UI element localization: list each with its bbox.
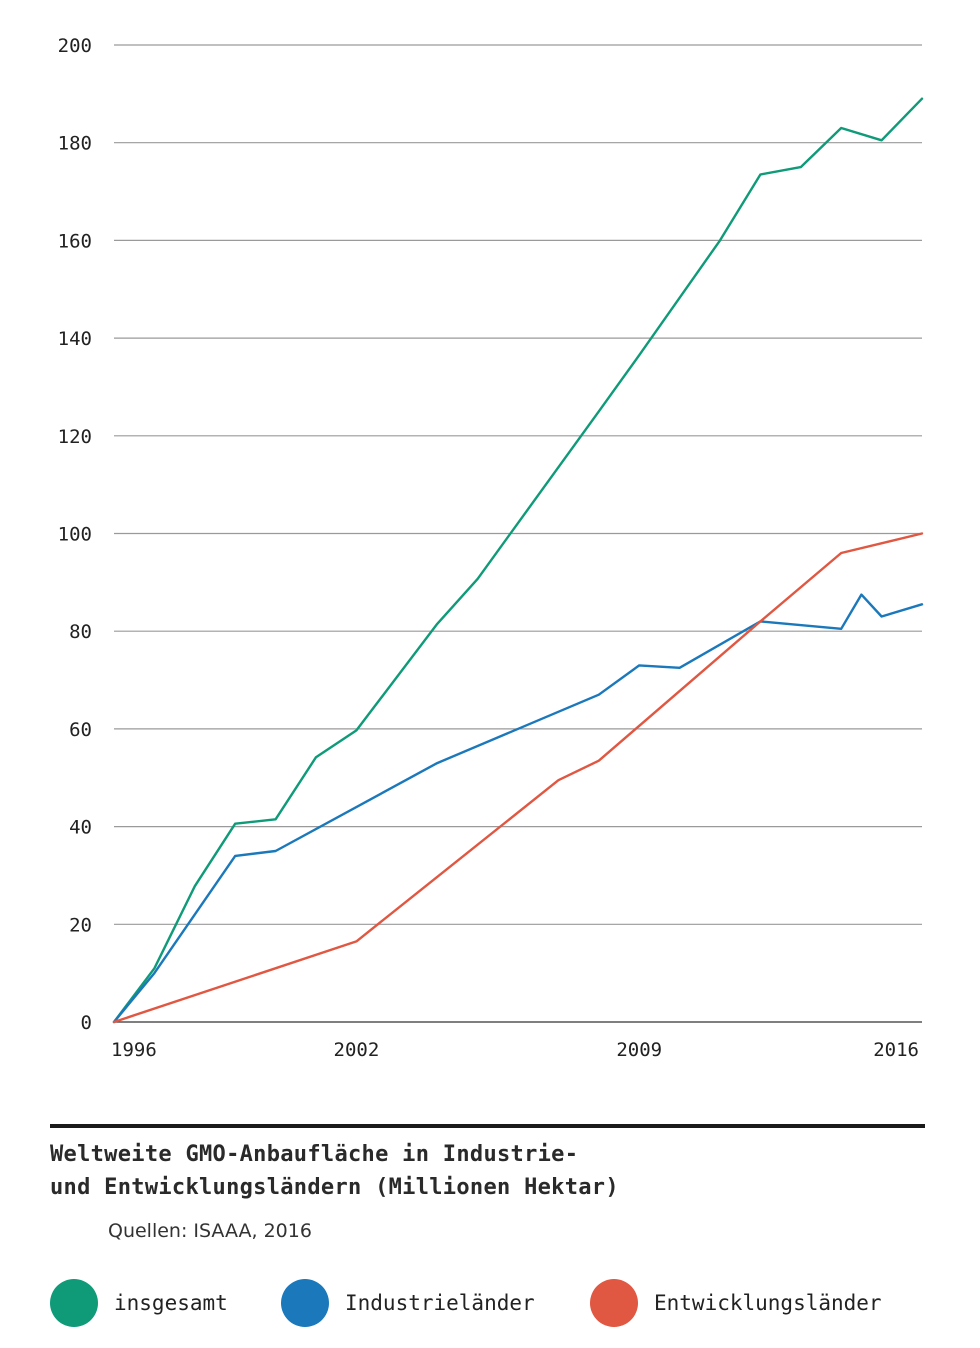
series-line-insgesamt [112, 97, 924, 1024]
x-tick-label-2009: 2009 [616, 1039, 662, 1061]
legend-item-insgesamt: insgesamt [50, 1278, 228, 1328]
y-tick-label-40: 40 [69, 817, 92, 839]
y-tick-label-20: 20 [69, 914, 92, 936]
y-axis-tick-labels: 0 20 40 60 80 100 120 140 160 180 200 [58, 35, 92, 1034]
legend-swatch-entwicklungslaender [590, 1279, 638, 1327]
legend: insgesamt Industrieländer Entwicklungslä… [50, 1278, 930, 1328]
y-tick-label-0: 0 [81, 1012, 92, 1034]
x-tick-label-1996: 1996 [111, 1039, 157, 1061]
line-chart: 0 20 40 60 80 100 120 140 160 180 200 1996 2002 2009… [58, 35, 924, 1061]
legend-swatch-insgesamt [50, 1279, 98, 1327]
x-tick-label-2016: 2016 [873, 1039, 919, 1061]
legend-label-insgesamt: insgesamt [114, 1291, 228, 1315]
y-tick-label-160: 160 [58, 230, 92, 252]
chart-title-line-2: und Entwicklungsländern (Millionen Hekta… [50, 1175, 619, 1200]
y-tick-label-140: 140 [58, 328, 92, 350]
legend-label-industrielaender: Industrieländer [345, 1291, 535, 1315]
legend-item-entwicklungslaender: Entwicklungsländer [590, 1278, 882, 1328]
legend-swatch-industrielaender [281, 1279, 329, 1327]
legend-item-industrielaender: Industrieländer [281, 1278, 535, 1328]
y-tick-label-100: 100 [58, 524, 92, 546]
series-line-entwicklungslaender [112, 532, 924, 1024]
y-tick-label-120: 120 [58, 426, 92, 448]
x-axis-tick-labels: 1996 2002 2009 2016 [111, 1039, 919, 1061]
chart-source: Quellen: ISAAA, 2016 [108, 1220, 312, 1242]
series-line-industrielaender [112, 593, 924, 1024]
legend-label-entwicklungslaender: Entwicklungsländer [654, 1291, 882, 1315]
chart-title: Weltweite GMO-Anbaufläche in Industrie- … [50, 1138, 920, 1204]
y-tick-label-60: 60 [69, 719, 92, 741]
chart-title-line-1: Weltweite GMO-Anbaufläche in Industrie- [50, 1142, 579, 1167]
grid-lines [114, 44, 922, 1023]
series-lines [112, 97, 924, 1024]
y-tick-label-80: 80 [69, 621, 92, 643]
x-tick-label-2002: 2002 [334, 1039, 380, 1061]
y-tick-label-180: 180 [58, 133, 92, 155]
y-tick-label-200: 200 [58, 35, 92, 57]
title-rule [50, 1124, 925, 1128]
